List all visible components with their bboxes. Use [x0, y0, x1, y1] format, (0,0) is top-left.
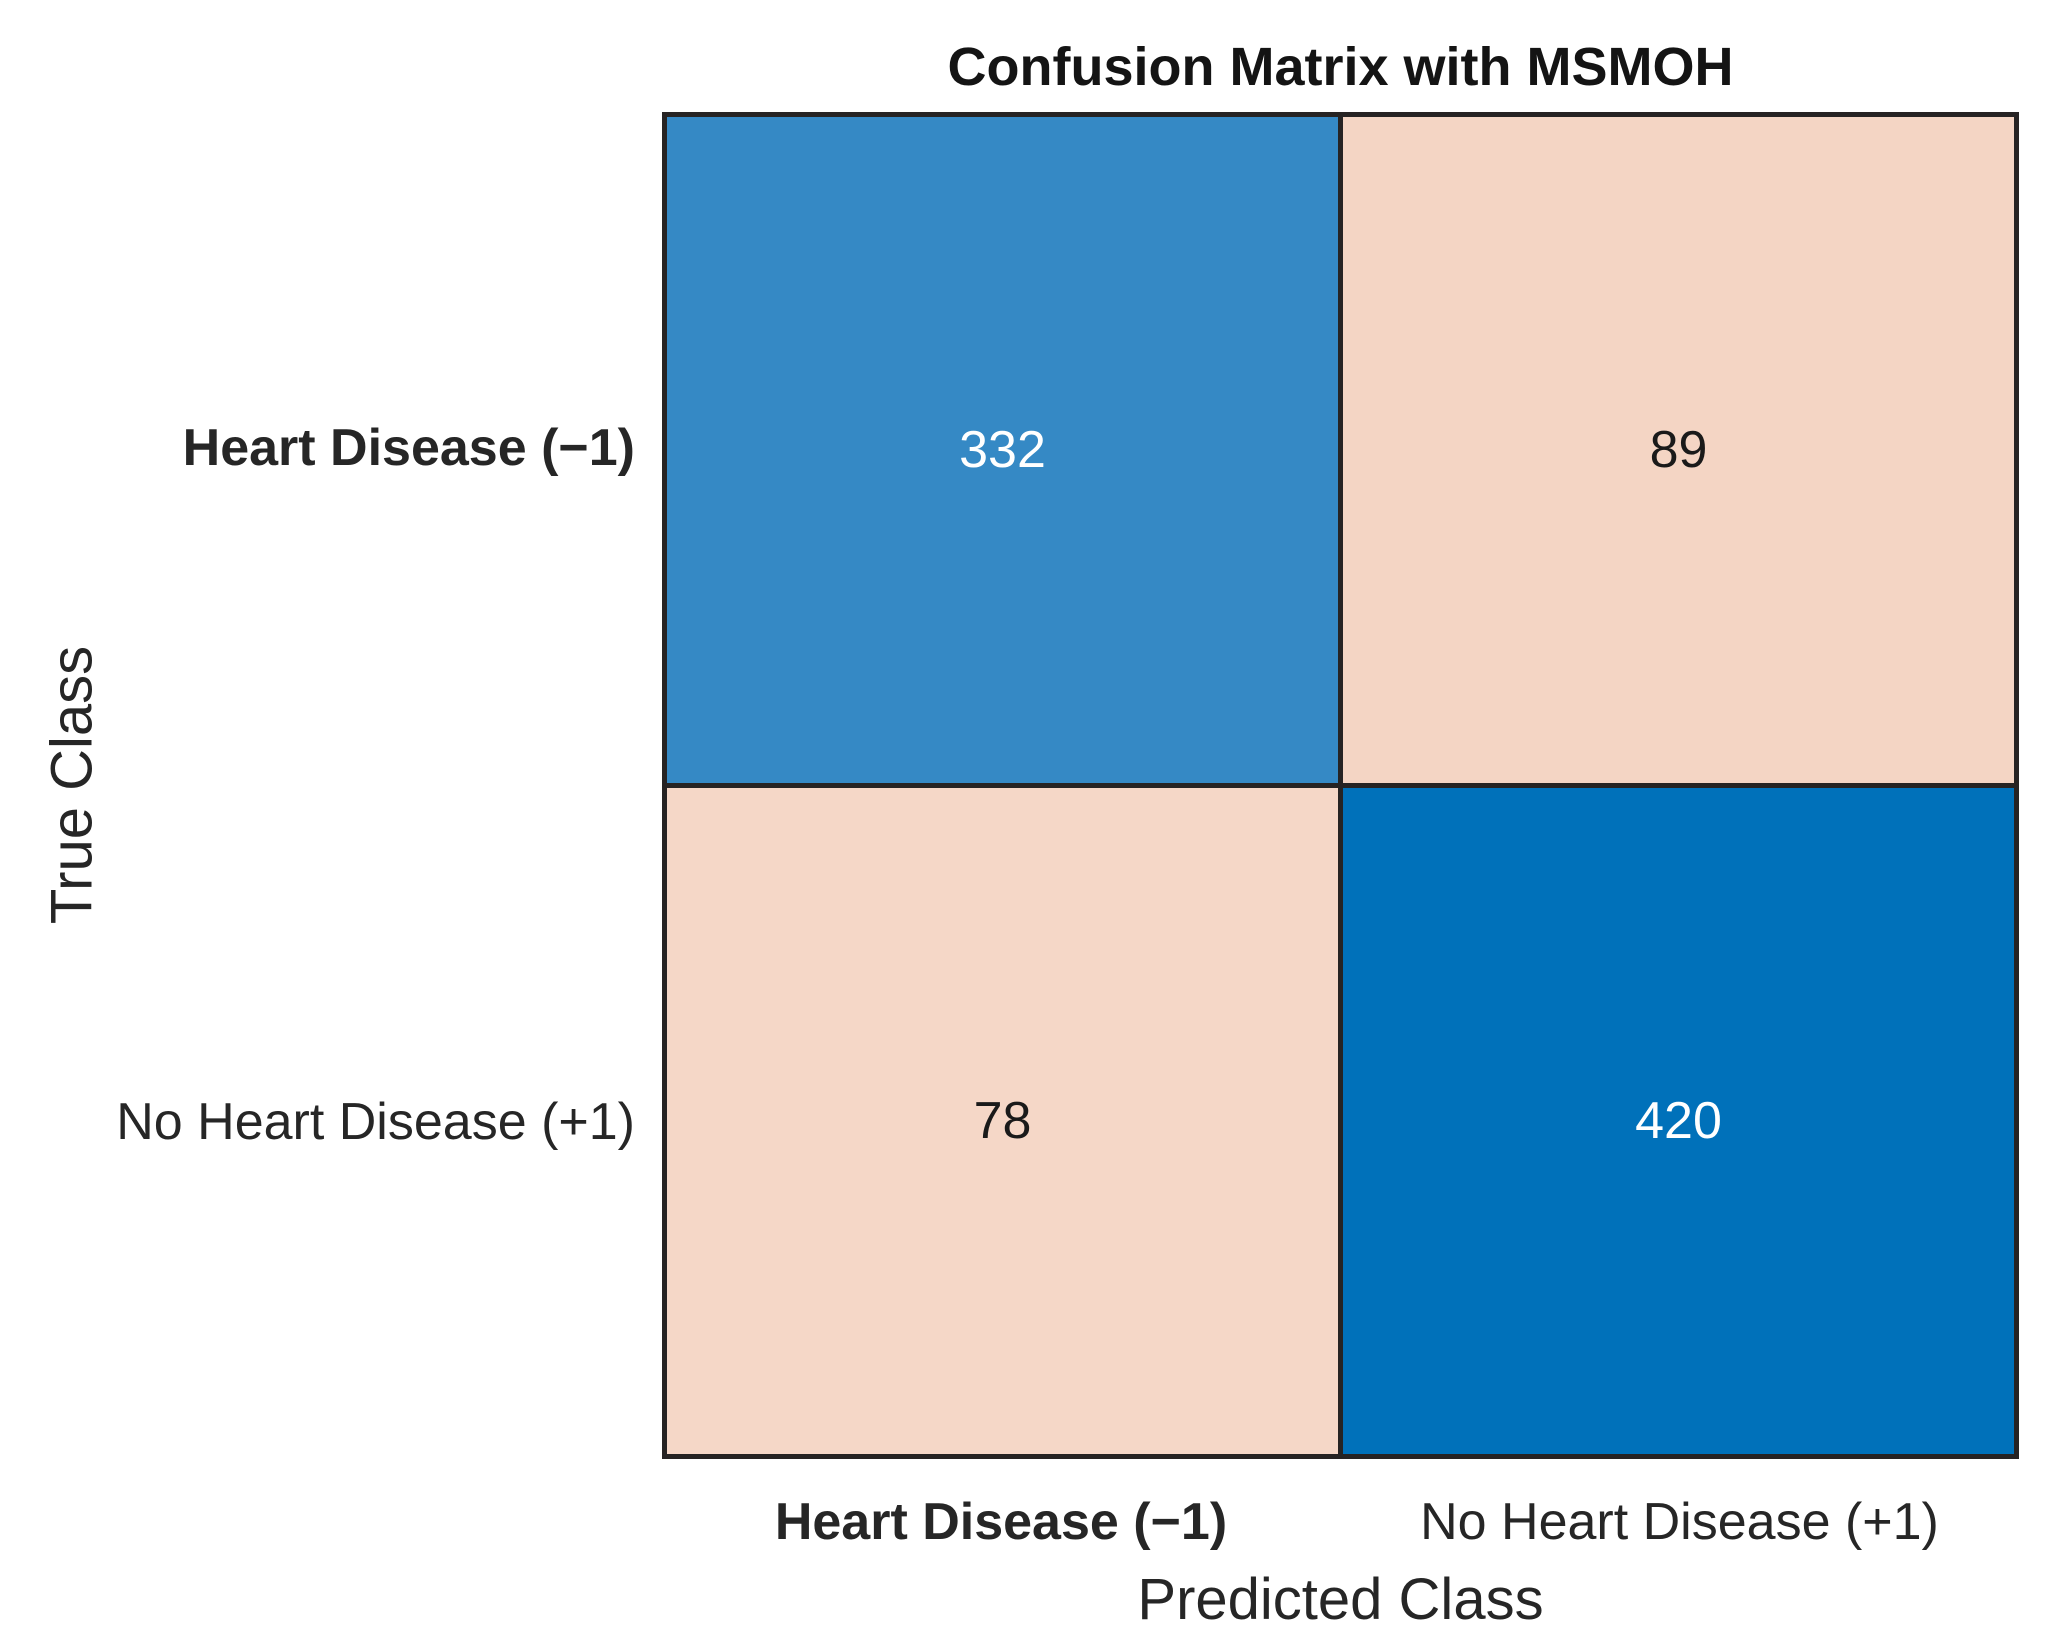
y-tick-no-heart-disease: No Heart Disease (+1)	[116, 1093, 635, 1151]
matrix-cell-true-neg: 332	[667, 117, 1338, 783]
matrix-cell-false-neg: 78	[667, 788, 1338, 1454]
x-axis-label: Predicted Class	[1137, 1567, 1544, 1632]
matrix-cell-true-pos: 420	[1343, 788, 2014, 1454]
y-axis-label: True Class	[39, 645, 105, 925]
x-tick-heart-disease: Heart Disease (−1)	[774, 1493, 1228, 1551]
confusion-matrix-grid: 332 89 78 420	[662, 112, 2019, 1459]
matrix-cell-false-pos: 89	[1343, 117, 2014, 783]
x-tick-no-heart-disease: No Heart Disease (+1)	[1420, 1493, 1939, 1551]
chart-title: Confusion Matrix with MSMOH	[947, 37, 1734, 97]
y-tick-heart-disease: Heart Disease (−1)	[182, 419, 635, 477]
